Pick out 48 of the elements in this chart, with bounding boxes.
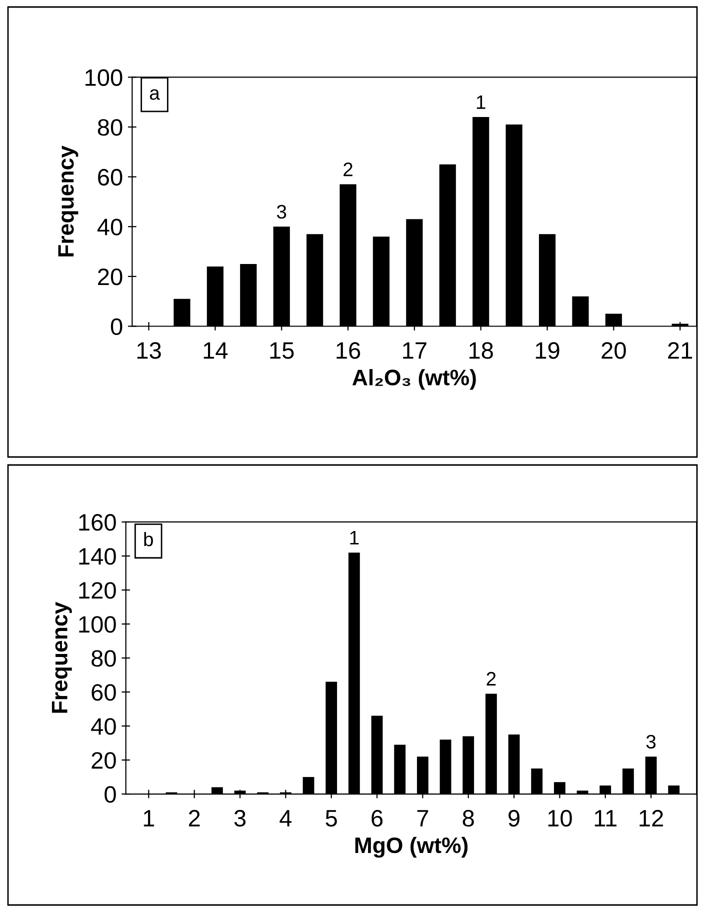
- y-tick-label: 100: [79, 616, 116, 633]
- x-tick-label: 19: [536, 342, 560, 359]
- x-axis-title: Al₂O₃ (wt%): [352, 369, 476, 390]
- y-tick-label: 0: [110, 318, 122, 336]
- annotation: a: [150, 89, 160, 100]
- annotation: 1: [476, 95, 486, 109]
- x-tick-label: 14: [204, 342, 228, 359]
- y-tick-label: 20: [98, 268, 122, 286]
- y-axis-title: Frequency: [52, 602, 72, 713]
- y-tick-label: 160: [79, 514, 116, 531]
- x-tick-label: 8: [462, 810, 474, 827]
- y-tick-label: 60: [98, 168, 122, 186]
- x-tick-label: 20: [602, 342, 626, 359]
- y-tick-label: 0: [104, 786, 116, 803]
- x-tick-label: 16: [336, 342, 360, 359]
- x-tick-label: 11: [594, 810, 616, 826]
- annotation: 3: [646, 734, 656, 749]
- x-tick-label: 1: [144, 810, 154, 826]
- y-tick-label: 120: [79, 582, 116, 599]
- y-axis-title: Frequency: [58, 146, 78, 256]
- x-tick-label: 15: [270, 342, 294, 359]
- y-tick-label: 140: [79, 548, 116, 565]
- x-tick-label: 6: [372, 810, 383, 827]
- x-tick-label: 5: [326, 810, 337, 827]
- annotation: 2: [486, 672, 496, 686]
- x-tick-label: 3: [234, 810, 246, 827]
- y-tick-label: 60: [92, 684, 116, 701]
- x-tick-label: 10: [548, 810, 572, 827]
- annotation: 2: [344, 162, 352, 176]
- annotation: b: [144, 532, 153, 546]
- y-tick-label: 20: [92, 752, 116, 769]
- annotation: 1: [350, 531, 359, 544]
- x-tick-label: 9: [508, 810, 520, 827]
- y-tick-label: 40: [97, 218, 122, 236]
- x-tick-label: 12: [640, 810, 663, 826]
- x-tick-label: 21: [668, 342, 692, 359]
- annotation: 3: [276, 204, 286, 219]
- x-tick-label: 7: [417, 810, 428, 826]
- y-tick-label: 80: [92, 650, 116, 667]
- x-axis-title: MgO (wt%): [355, 836, 468, 858]
- y-tick-label: 80: [98, 119, 122, 136]
- x-tick-label: 13: [137, 342, 161, 359]
- x-tick-label: 18: [470, 342, 493, 359]
- x-tick-label: 4: [280, 810, 292, 826]
- y-tick-label: 100: [86, 69, 122, 86]
- y-tick-label: 40: [91, 718, 116, 735]
- x-tick-label: 2: [188, 810, 200, 826]
- x-tick-label: 17: [403, 342, 426, 359]
